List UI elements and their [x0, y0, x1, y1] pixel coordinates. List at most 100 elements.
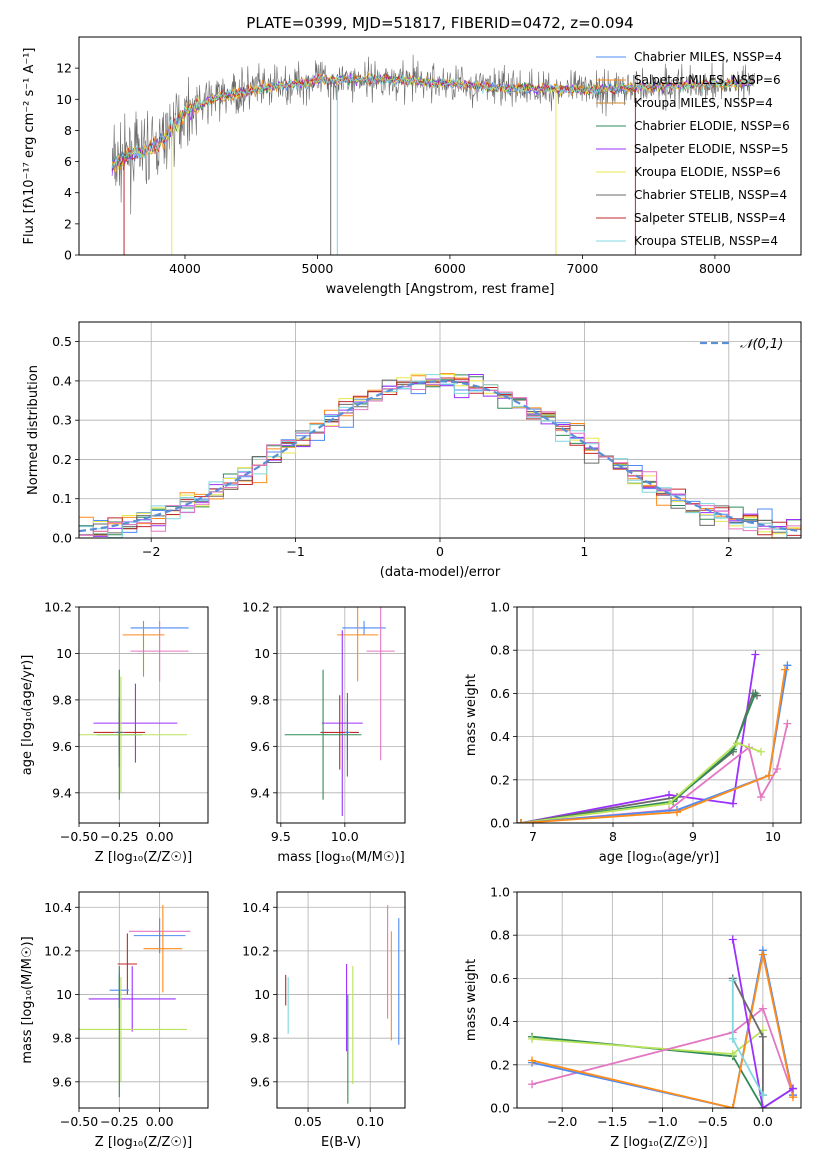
weight_vs_age-series: [517, 650, 792, 823]
age_vs_Z-ytick-label: 10.2: [44, 600, 72, 615]
age_vs_Z-ylabel: age [log₁₀(age/yr)]: [20, 655, 35, 776]
age_vs_mass-frame: [276, 606, 406, 824]
weight_vs_Z-marker-5-1: [758, 1104, 767, 1108]
residual-hist-7: [79, 374, 801, 538]
spectrum-xlabel: wavelength [Angstrom, rest frame]: [326, 282, 555, 297]
weight_vs_age-marker-4-1: [665, 799, 673, 808]
spectrum-series-7: [112, 72, 754, 171]
legend-label-6: Chabrier STELIB, NSSP=4: [634, 188, 787, 202]
residuals-ytick-label: 0.5: [52, 334, 72, 349]
residuals-xtick-label: 1: [580, 544, 588, 559]
mass_vs_Z-xtick-label: −0.50: [60, 1114, 98, 1129]
residuals-xtick-label: −2: [142, 544, 160, 559]
legend-label-1: Salpeter MILES, NSSP=6: [634, 73, 781, 87]
mass_vs_EBV-frame: [276, 891, 406, 1109]
age_vs_Z-ytick-label: 9.8: [52, 692, 72, 707]
mass_vs_Z-points: [79, 905, 191, 1098]
weight_vs_Z-marker-2-0: [528, 1080, 537, 1089]
age_vs_Z-ytick-label: 10: [56, 646, 72, 661]
weight_vs_age-ytick-label: 0.0: [490, 816, 510, 831]
weight_vs_age-xtick-label: 7: [529, 829, 537, 844]
weight_vs_age-ytick-label: 1.0: [490, 600, 510, 615]
weight_vs_age-frame: [516, 606, 802, 824]
weight_vs_Z-marker-4-2: [758, 950, 767, 959]
weight_vs_Z-series: [528, 935, 797, 1108]
weight_vs_age-marker-5-3: [783, 661, 792, 670]
residuals-ytick-label: 0.3: [52, 413, 72, 428]
mass_vs_Z-xtick-label: 0.00: [146, 1114, 174, 1129]
spectrum-ytick-label: 8: [64, 123, 72, 138]
age_vs_Z-xtick-label: 0.00: [146, 829, 174, 844]
mass_vs_Z-xtick-label: −0.25: [100, 1114, 138, 1129]
legend-label-8: Kroupa STELIB, NSSP=4: [634, 234, 778, 248]
mass_vs_Z-ytick-label: 10.4: [44, 900, 72, 915]
mass_vs_EBV-axes: 0.05 0.10 9.6 9.8 10 10.2 10.4 E(B-V): [242, 891, 406, 1150]
weight_vs_age-marker-4-2: [733, 739, 741, 748]
weight_vs_age-line-1: [520, 723, 789, 823]
age_vs_mass-ytick-label: 9.6: [250, 739, 270, 754]
mass_vs_EBV-points: [285, 905, 400, 1104]
weight_vs_age-marker-3-3: [751, 689, 760, 698]
age_vs_mass-xtick-label: 9.5: [271, 829, 291, 844]
age_vs_Z-xtick-label: −0.50: [60, 829, 98, 844]
weight_vs_Z-frame: [516, 891, 802, 1109]
weight_vs_Z-marker-5-0: [728, 935, 737, 944]
age_vs_mass-ytick-label: 9.4: [250, 785, 270, 800]
spectrum-axes: 4000 5000 6000 7000 8000 0 2 4 6 8 10 12 wavelength …: [22, 14, 802, 297]
spectrum-ytick-label: 12: [56, 61, 72, 76]
legend-label-7: Salpeter STELIB, NSSP=4: [634, 211, 786, 225]
age_vs_Z-points: [79, 620, 189, 800]
weight_vs_Z-xtick-label: −2.0: [547, 1114, 577, 1129]
age_vs_Z-frame: [78, 606, 209, 824]
weight_vs_age-line-2: [520, 692, 758, 823]
weight_vs_age-marker-6-1: [673, 808, 681, 817]
weight_vs_age-marker-1-5: [783, 719, 792, 728]
weight_vs_Z-ytick-label: 0.0: [490, 1101, 510, 1116]
weight_vs_Z-xtick-label: −1.5: [597, 1114, 627, 1129]
mass_vs_EBV-xlabel: E(B-V): [321, 1135, 361, 1150]
age_vs_mass-xlabel: mass [log₁₀(M/M☉)]: [277, 850, 404, 865]
weight_vs_Z-ytick-label: 0.2: [490, 1057, 510, 1072]
weight_vs_Z-ylabel: mass weight: [464, 959, 479, 1041]
weight_vs_age-line-4: [520, 742, 762, 823]
residual-hist-8: [79, 381, 801, 536]
weight_vs_age-marker-6-0: [517, 819, 525, 823]
residuals-ytick-label: 0.1: [52, 491, 72, 506]
weight_vs_Z-marker-4-1: [728, 1104, 737, 1108]
residuals-xtick-label: 2: [725, 544, 733, 559]
mass_vs_Z-ytick-label: 10: [56, 987, 72, 1002]
age_vs_mass-ytick-label: 10: [254, 646, 270, 661]
legend-label-2: Kroupa MILES, NSSP=4: [634, 96, 773, 110]
weight_vs_age-xtick-label: 8: [609, 829, 617, 844]
spectrum-title: PLATE=0399, MJD=51817, FIBERID=0472, z=0…: [246, 14, 633, 32]
weight_vs_age-line-0: [520, 654, 757, 823]
weight_vs_Z-ytick-label: 0.8: [490, 928, 510, 943]
spectrum-xtick-label: 5000: [302, 261, 334, 276]
age_vs_mass-axes: 9.5 10.0 9.4 9.6 9.8 10 10.2 mass [log₁₀(M/M☉)]: [242, 600, 406, 865]
weight_vs_Z-line-5: [731, 939, 794, 1108]
weight_vs_Z-ytick-label: 0.4: [490, 1014, 510, 1029]
residuals-axes: −2 −1 0 1 2 0.0 0.1 0.2 0.3 0.4 0.5 (data-model)/er…: [26, 321, 802, 580]
mass_vs_Z-axes: −0.50 −0.25 0.00 9.6 9.8 10 10.2 10.4 Z [log₁₀(Z…: [20, 891, 209, 1150]
weight_vs_age-marker-1-4: [773, 765, 781, 773]
residuals-xlabel: (data-model)/error: [380, 565, 501, 580]
weight_vs_Z-ytick-label: 1.0: [490, 885, 510, 900]
weight_vs_age-ytick-label: 0.2: [490, 772, 510, 787]
mass_vs_EBV-ytick-label: 9.8: [250, 1031, 270, 1046]
weight_vs_age-ytick-label: 0.6: [490, 686, 510, 701]
mass_vs_Z-ytick-label: 9.8: [52, 1031, 72, 1046]
weight_vs_Z-xtick-label: −0.5: [698, 1114, 728, 1129]
mass_vs_Z-ytick-label: 9.6: [52, 1074, 72, 1089]
age_vs_Z-axes: −0.50 −0.25 0.00 9.4 9.6 9.8 10 10.2 Z [log₁₀(Z/…: [20, 600, 209, 865]
weight_vs_Z-marker-5-2: [788, 1084, 797, 1093]
weight_vs_Z-marker-7-2: [758, 1091, 767, 1100]
mass_vs_EBV-ytick-label: 10.2: [242, 943, 270, 958]
residuals-ytick-label: 0.4: [52, 373, 72, 388]
spectrum-series-8: [111, 72, 754, 173]
weight_vs_Z-marker-6-1: [758, 1032, 767, 1041]
age_vs_Z-ytick-label: 9.4: [52, 785, 72, 800]
residuals-hist: [79, 373, 801, 538]
weight_vs_age-marker-1-3: [757, 793, 765, 802]
